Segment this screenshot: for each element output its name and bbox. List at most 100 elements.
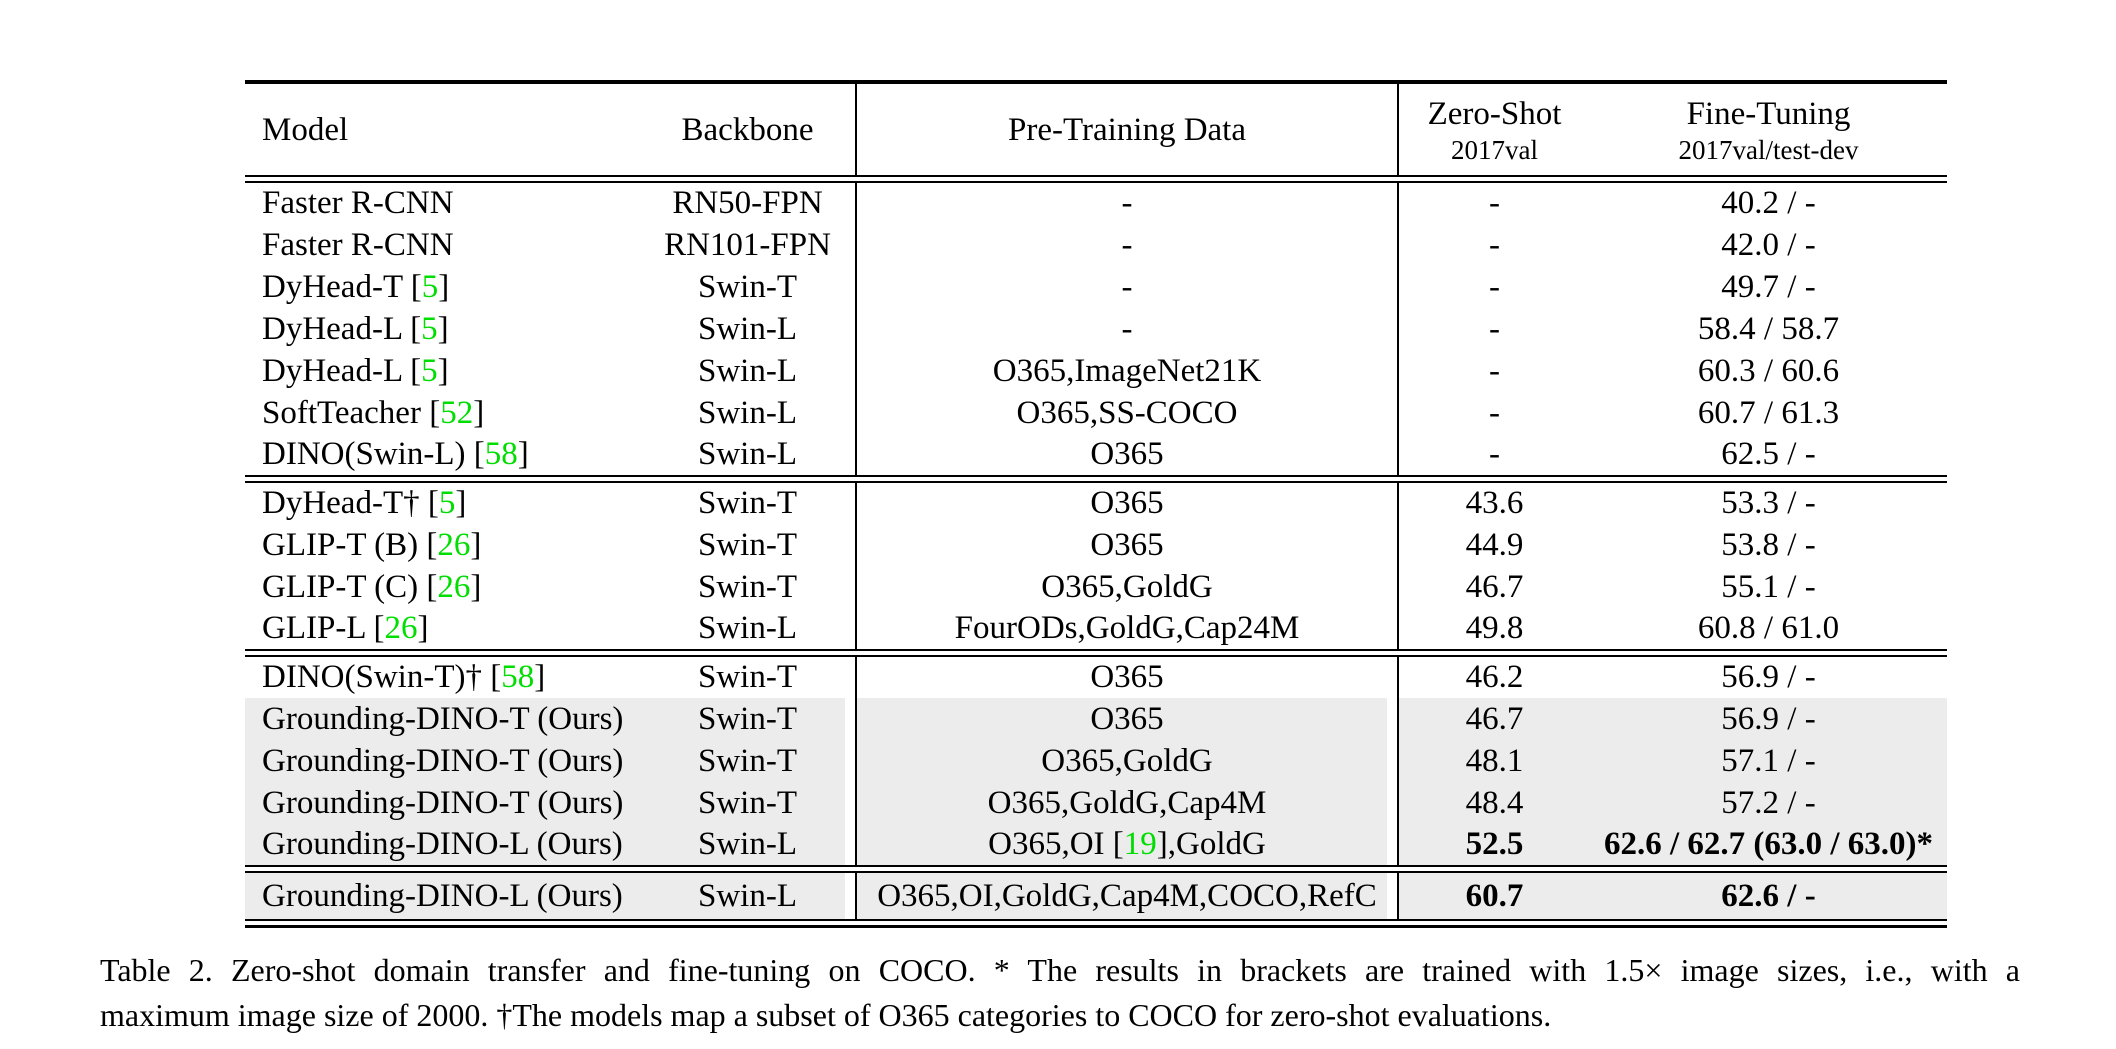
pretraining-cell: O365 <box>855 656 1398 698</box>
model-cell: Grounding-DINO-L (Ours) <box>245 824 640 866</box>
text-segment: Grounding-DINO-L (Ours) <box>262 877 623 914</box>
citation-number: 5 <box>438 485 456 521</box>
fine-tuning-cell: 55.1 / - <box>1721 568 1816 605</box>
text-segment: DyHead-T <box>262 268 411 305</box>
model-cell: SoftTeacher [52] <box>245 392 640 434</box>
fine-tuning-cell: 62.6 / 62.7 (63.0 / 63.0)* <box>1590 824 1947 866</box>
fine-tuning-cell: 60.7 / 61.3 <box>1697 394 1840 431</box>
zero-shot-cell: - <box>1397 266 1590 308</box>
text-segment: GLIP-T (B) <box>262 526 427 563</box>
text-segment: O365 <box>1090 436 1164 472</box>
table-row: SoftTeacher [52] Swin-L O365,SS-COCO - 60.7 … <box>245 392 1947 434</box>
model-cell: Grounding-DINO-T (Ours) <box>245 740 640 782</box>
zero-shot-cell: - <box>1397 434 1590 476</box>
citation-number: 52 <box>440 394 474 431</box>
citation: [5] <box>410 310 449 347</box>
pretraining-cell: O365,SS-COCO <box>855 392 1398 434</box>
table-row: Grounding-DINO-T (Ours) Swin-T O365,GoldG,… <box>245 782 1947 824</box>
text-segment: Faster R-CNN <box>262 226 454 263</box>
backbone-cell: RN101-FPN <box>664 226 831 263</box>
text-segment: GLIP-L <box>262 610 374 646</box>
fine-tuning-cell: 62.6 / - <box>1590 872 1947 920</box>
model-cell: DINO(Swin-T)† [58] <box>245 656 640 698</box>
table-row: DyHead-T† [5] Swin-T O365 43.6 53.3 / - <box>245 482 1947 524</box>
table-double-rule <box>245 175 1947 183</box>
text-segment: O365,GoldG,Cap4M <box>987 784 1267 821</box>
model-cell: DyHead-L [5] <box>245 350 640 392</box>
header-backbone-label: Backbone <box>681 111 814 148</box>
text-segment: DyHead-L <box>262 352 411 389</box>
citation: [5] <box>427 485 467 521</box>
backbone-cell: Swin-T <box>698 568 797 605</box>
text-segment: Faster R-CNN <box>262 185 454 221</box>
caption-line-2: maximum image size of 2000. †The models … <box>100 997 1552 1033</box>
zero-shot-cell: - <box>1397 308 1590 350</box>
table-row: GLIP-L [26] Swin-L FourODs,GoldG,Cap24M 49.… <box>245 608 1947 650</box>
fine-tuning-cell: 42.0 / - <box>1721 226 1816 263</box>
citation-number: 5 <box>421 310 438 347</box>
zero-shot-cell: 48.1 <box>1397 740 1590 782</box>
model-cell: Grounding-DINO-L (Ours) <box>245 872 640 920</box>
pretraining-cell: O365,OI [19],GoldG <box>855 824 1398 866</box>
table-bottom-rule <box>245 919 1947 928</box>
header-fine-tuning: Fine-Tuning 2017val/test-dev <box>1590 82 1947 176</box>
zero-shot-cell: 60.7 <box>1397 872 1590 920</box>
backbone-cell: Swin-L <box>698 352 797 389</box>
fine-tuning-cell: 62.5 / - <box>1721 436 1816 472</box>
model-cell: GLIP-T (C) [26] <box>245 566 640 608</box>
header-pretraining-label: Pre-Training Data <box>1008 111 1246 148</box>
citation-number: 26 <box>384 610 418 646</box>
model-cell: DyHead-T [5] <box>245 266 640 308</box>
fine-tuning-cell: 60.3 / 60.6 <box>1697 352 1840 389</box>
text-segment: O365,OI,GoldG,Cap4M,COCO,RefC <box>877 877 1377 914</box>
text-segment: Grounding-DINO-T (Ours) <box>262 700 624 737</box>
table-row: Grounding-DINO-L (Ours) Swin-L O365,OI [19… <box>245 824 1947 866</box>
header-model-label: Model <box>262 111 349 148</box>
text-segment: DINO(Swin-L) <box>262 436 474 472</box>
citation: [5] <box>410 352 449 389</box>
table-row: Faster R-CNN RN50-FPN - - 40.2 / - <box>245 182 1947 224</box>
table-row: DyHead-T [5] Swin-T - - 49.7 / - <box>245 266 1947 308</box>
citation-number: 5 <box>421 268 439 305</box>
table-row: DINO(Swin-L) [58] Swin-L O365 - 62.5 / - <box>245 434 1947 476</box>
backbone-cell: Swin-T <box>640 698 856 740</box>
zero-shot-cell: - <box>1397 392 1590 434</box>
citation: [19] <box>1112 826 1168 862</box>
text-segment: FourODs,GoldG,Cap24M <box>954 610 1300 646</box>
citation-number: 26 <box>437 526 471 563</box>
text-segment: - <box>1121 185 1133 221</box>
zero-shot-cell: 44.9 <box>1397 524 1590 566</box>
model-cell: GLIP-L [26] <box>245 608 640 650</box>
text-segment: O365 <box>1090 700 1164 737</box>
fine-tuning-cell: 60.8 / 61.0 <box>1697 610 1840 646</box>
table-double-rule <box>245 649 1947 657</box>
fine-tuning-cell: 58.4 / 58.7 <box>1697 310 1840 347</box>
text-segment: O365 <box>1090 526 1164 563</box>
table-body: Faster R-CNN RN50-FPN - -40.2 / - Faster R-C… <box>245 175 1947 928</box>
text-segment: Grounding-DINO-T (Ours) <box>262 784 624 821</box>
table-double-rule <box>245 475 1947 483</box>
backbone-cell: Swin-L <box>698 310 797 347</box>
pretraining-cell: - <box>855 224 1398 266</box>
zero-shot-cell: - <box>1397 350 1590 392</box>
backbone-cell: Swin-L <box>698 394 797 431</box>
text-segment: Grounding-DINO-L (Ours) <box>262 826 623 862</box>
pretraining-cell: - <box>855 266 1398 308</box>
model-cell: Grounding-DINO-T (Ours) <box>245 782 640 824</box>
citation: [26] <box>426 568 482 605</box>
text-segment: O365,GoldG <box>1041 742 1213 779</box>
table-row: Grounding-DINO-L (Ours) Swin-L O365,OI,Gol… <box>245 872 1947 920</box>
text-segment: O365,OI <box>988 826 1113 862</box>
model-cell: Grounding-DINO-T (Ours) <box>245 698 640 740</box>
fine-tuning-cell: 53.3 / - <box>1721 485 1816 521</box>
pretraining-cell: O365 <box>855 434 1398 476</box>
table-row: Grounding-DINO-T (Ours) Swin-T O365,GoldG 4… <box>245 740 1947 782</box>
citation: [5] <box>410 268 450 305</box>
model-cell: DINO(Swin-L) [58] <box>245 434 640 476</box>
backbone-cell: Swin-T <box>698 659 797 695</box>
backbone-cell: Swin-T <box>698 268 797 305</box>
backbone-cell: Swin-T <box>698 526 797 563</box>
pretraining-cell: O365,GoldG <box>855 566 1398 608</box>
text-segment: ,GoldG <box>1167 826 1266 862</box>
